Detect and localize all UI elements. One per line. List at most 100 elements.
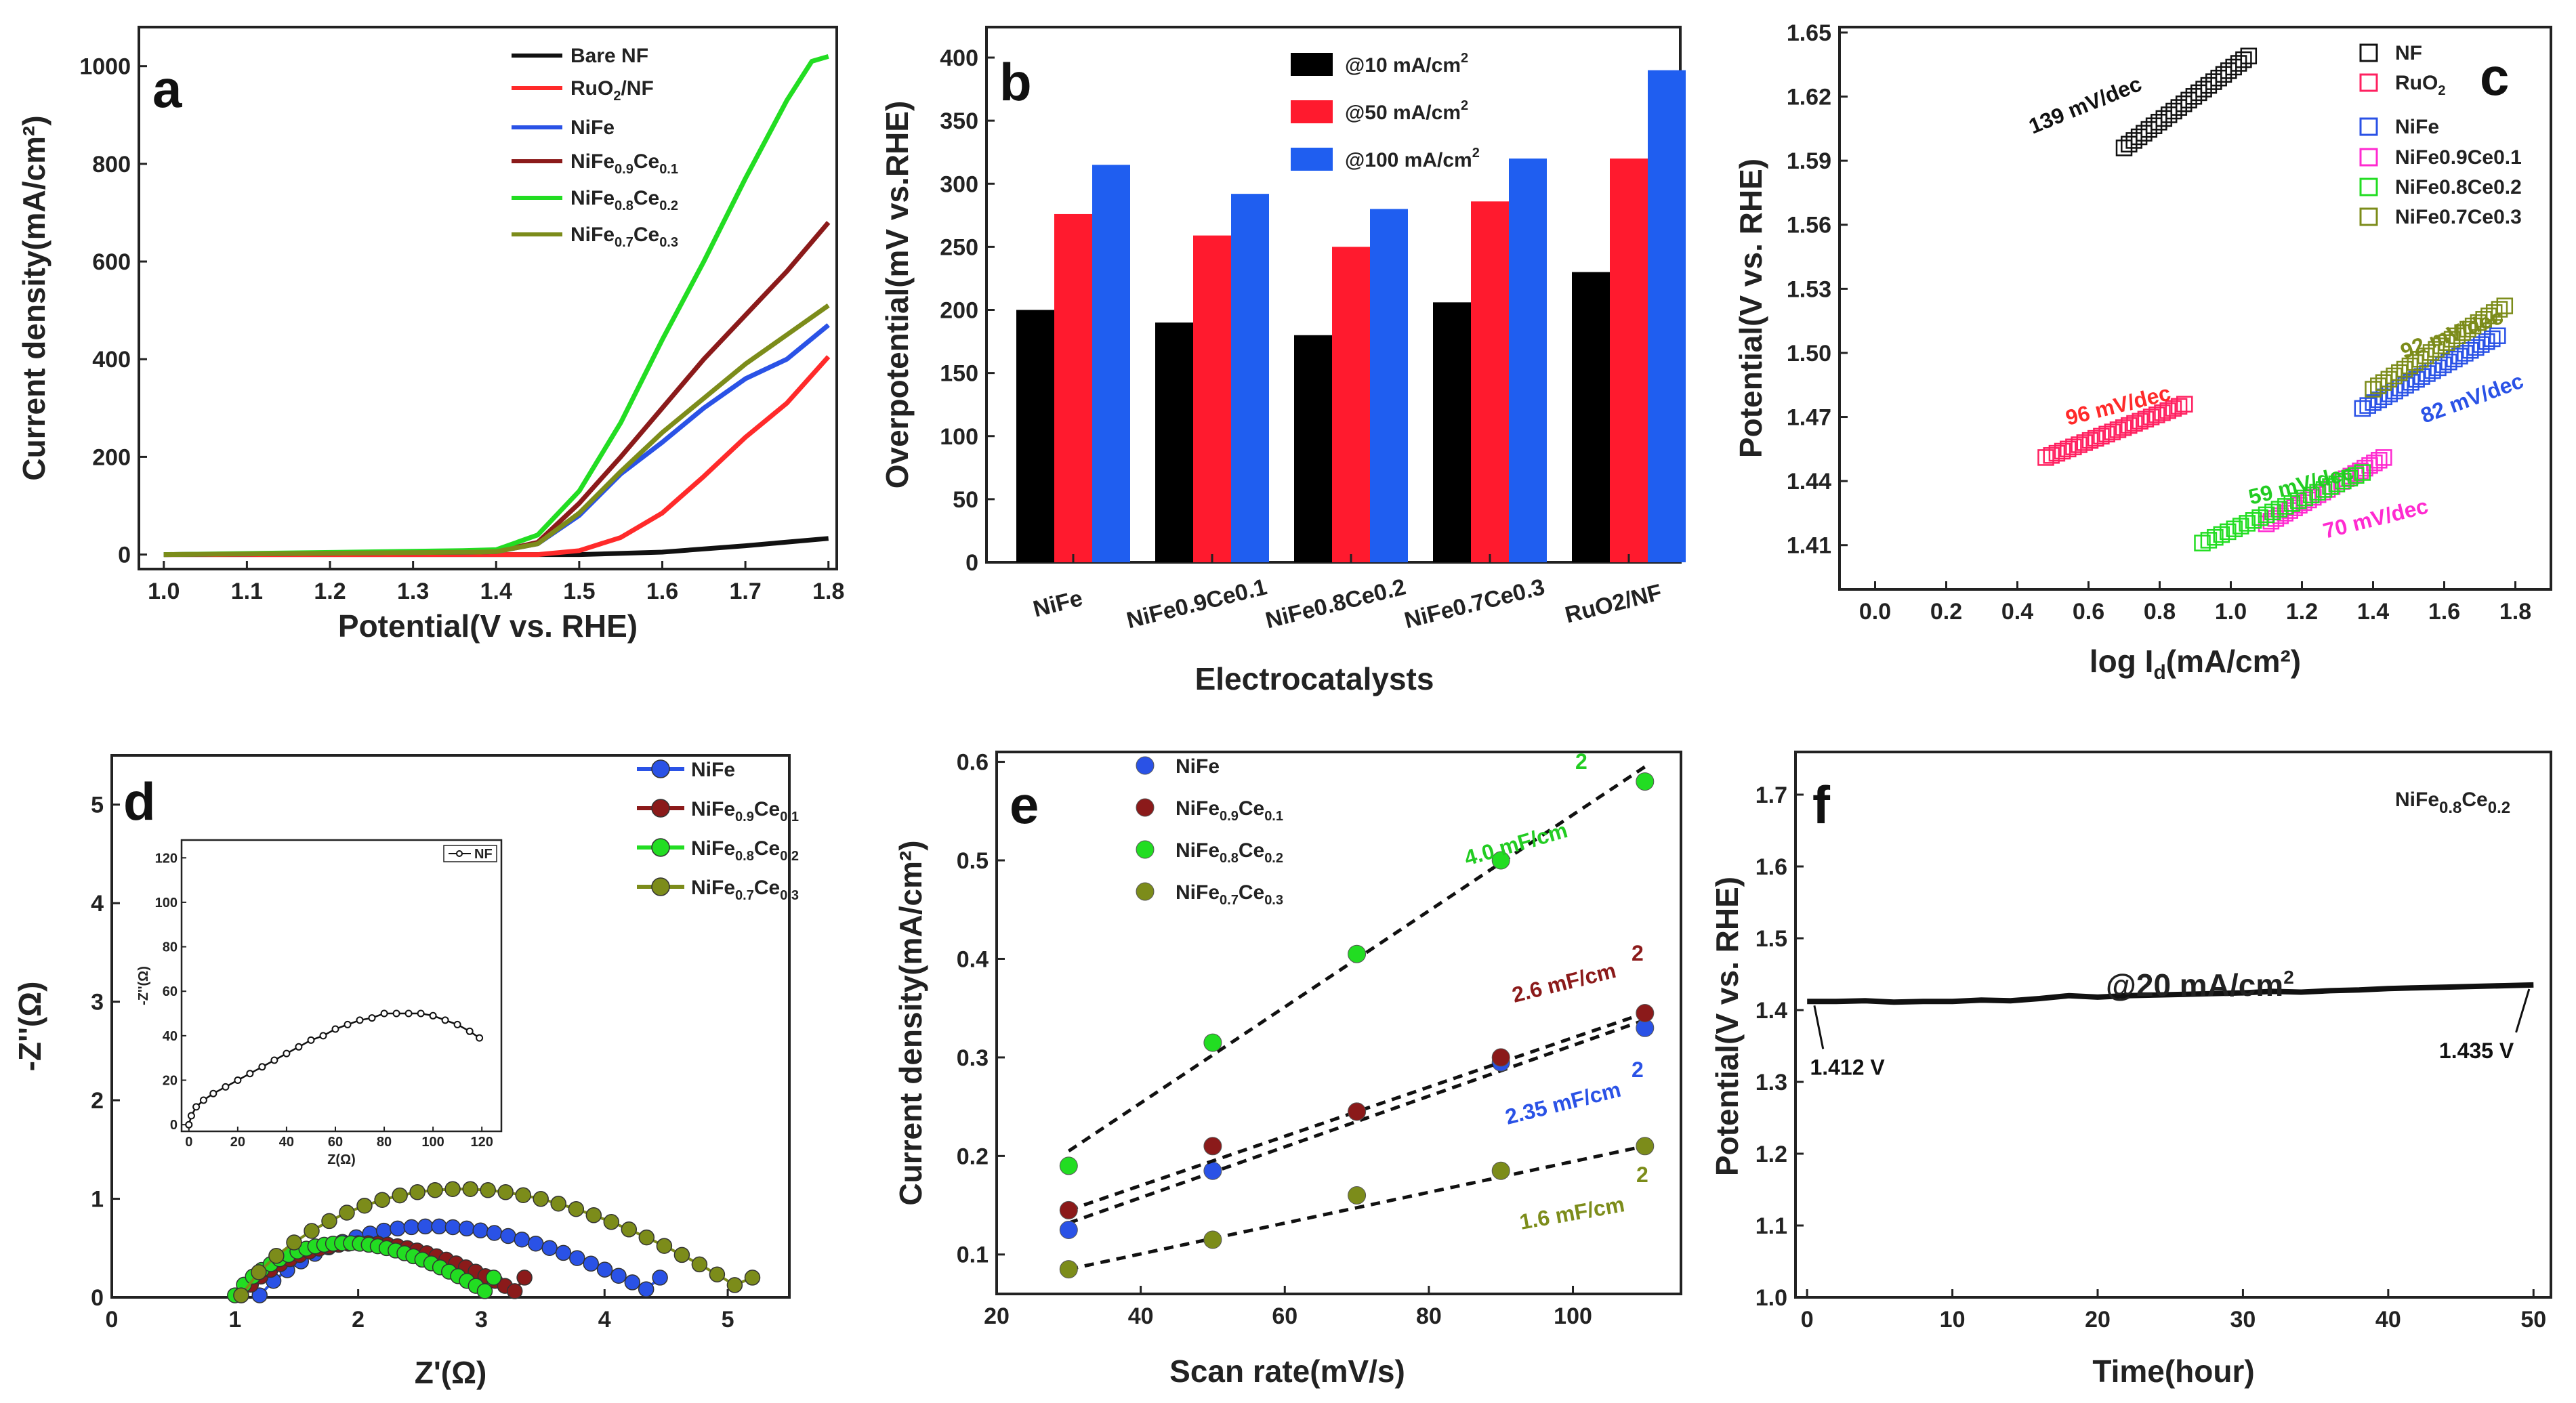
data-point-nife0-8ce0-2 xyxy=(2354,464,2371,481)
y-tick-label: 350 xyxy=(940,108,978,134)
inset-legend-marker xyxy=(456,850,463,857)
y-tick-label: 0.2 xyxy=(957,1144,989,1169)
legend-label-0: NiFe xyxy=(691,759,735,781)
data-point-nife0-8ce0-2 xyxy=(2335,472,2352,490)
annotation-capacitance-exponent-0: 2 xyxy=(1575,749,1587,774)
inset-data-point xyxy=(356,1016,364,1024)
legend-marker-ruo2 xyxy=(2359,73,2378,92)
data-point-nife xyxy=(390,1220,406,1237)
inset-x-tick-label: 40 xyxy=(279,1135,294,1150)
legend-marker-nife09 xyxy=(2359,148,2378,167)
y-tick-label: 3 xyxy=(91,990,104,1015)
inset-data-point xyxy=(283,1049,291,1058)
x-tick-label: 1.6 xyxy=(646,579,678,604)
data-point-nife xyxy=(652,1270,668,1286)
bar-nife-10-ma-cm xyxy=(1016,310,1054,562)
inset-x-tick-label: 80 xyxy=(377,1135,392,1150)
x-tick-label: 1.0 xyxy=(148,579,180,604)
bar-ruo2-nf-50-ma-cm xyxy=(1610,159,1648,562)
data-point-nife0-7ce0-3 xyxy=(427,1181,443,1198)
y-tick-label: 400 xyxy=(940,45,978,71)
panel-b-xlabel: Electrocatalysts xyxy=(1195,661,1434,696)
x-tick-label: 1.6 xyxy=(2428,599,2460,625)
data-point-nife0-8ce0-2 xyxy=(2200,532,2218,549)
data-point-nife0-9ce0-1 xyxy=(1348,1102,1367,1121)
data-point-ruo2 xyxy=(2132,413,2148,430)
data-point-nife xyxy=(527,1235,544,1252)
data-point-nife0-8ce0-2 xyxy=(2264,503,2281,521)
data-point-nife xyxy=(251,1287,268,1303)
panel-b-label: b xyxy=(999,52,1032,112)
data-point-nife0-8ce0-2 xyxy=(485,1270,502,1286)
data-point-nife0-7ce0-3 xyxy=(726,1277,743,1293)
legend-label-100: @100 mA/cm2 xyxy=(1345,146,1480,171)
y-tick-label: 50 xyxy=(953,487,978,513)
y-tick-label: 200 xyxy=(940,298,978,324)
data-point-nife0-9ce0-1 xyxy=(506,1283,523,1299)
bar-nife0-7ce0-3-10-ma-cm xyxy=(1433,302,1471,562)
legend-marker-3 xyxy=(1136,882,1155,901)
inset-x-tick-label: 100 xyxy=(421,1135,444,1150)
panel-e-frame xyxy=(995,751,1682,1295)
data-point-nife0-9ce0-1 xyxy=(1491,1048,1510,1067)
data-point-ruo2 xyxy=(2165,400,2182,417)
x-tick-label: 40 xyxy=(1128,1303,1154,1329)
arrow-end xyxy=(2515,988,2531,1033)
inset-data-point xyxy=(192,1103,201,1111)
data-point-ruo2 xyxy=(2076,434,2094,451)
inset-data-point xyxy=(199,1096,207,1104)
data-point-nife0-7ce0-3 xyxy=(374,1192,390,1208)
data-point-nife xyxy=(2403,374,2419,391)
data-point-ruo2 xyxy=(2065,438,2082,455)
annotation-capacitance-exponent-3: 2 xyxy=(1636,1163,1648,1187)
data-point-nife0-9ce0-1 xyxy=(2366,455,2383,472)
legend-label-2: NiFe0.8Ce0.2 xyxy=(1176,839,1283,866)
data-point-nf xyxy=(2235,51,2252,68)
data-point-nife xyxy=(596,1261,613,1278)
data-point-nife xyxy=(459,1220,475,1237)
data-point-nife0-8ce0-2 xyxy=(2270,501,2288,518)
data-point-nife0-7ce0-3 xyxy=(268,1248,285,1264)
data-point-ruo2 xyxy=(2054,442,2071,460)
inset-y-tick-label: 60 xyxy=(163,984,178,999)
panel-a: 1.0 1.1 1.2 1.3 1.4 1.5 1.6 1.7 1.8 0 200 400 600 800… xyxy=(16,26,844,644)
x-tick-label: 80 xyxy=(1416,1303,1442,1329)
data-point-nife0-9ce0-1 xyxy=(1636,1004,1655,1022)
panel-f: 0 10 20 30 40 50 1.0 1.1 1.2 1.3 1.4 1.5 1.6 1.7 1.412… xyxy=(1709,751,2552,1389)
panel-c: 0.0 0.2 0.4 0.6 0.8 1.0 1.2 1.4 1.6 1.8 1.41 1.44 1.… xyxy=(1733,20,2552,684)
x-tick-label: 3 xyxy=(475,1307,488,1333)
data-point-nife0-7ce0-3 xyxy=(480,1182,496,1198)
panel-d-ylabel: -Z''(Ω) xyxy=(12,982,47,1072)
data-point-nife0-7ce0-3 xyxy=(1059,1260,1078,1279)
data-point-nife0-7ce0-3 xyxy=(286,1234,302,1251)
legend-marker-0 xyxy=(1136,756,1155,775)
bar-nife0-9ce0-1-100-ma-cm xyxy=(1231,194,1269,562)
inset-data-point xyxy=(380,1009,388,1018)
data-point-nife xyxy=(472,1222,489,1239)
x-tick-label: 1.3 xyxy=(397,579,429,604)
panel-a-frame xyxy=(138,26,838,570)
y-tick-label: 2 xyxy=(91,1088,104,1114)
data-point-nife0-7ce0-3 xyxy=(356,1197,373,1214)
panel-e-ylabel: Current density(mA/cm²) xyxy=(893,840,928,1205)
legend-label-nife08: NiFe0.8Ce0.2 xyxy=(2395,176,2522,198)
y-tick-label: 1.0 xyxy=(1756,1285,1787,1311)
data-point-nife0-7ce0-3 xyxy=(1203,1230,1222,1249)
annotation-end-potential: 1.435 V xyxy=(2439,1039,2514,1063)
data-point-nife xyxy=(555,1244,572,1261)
data-point-nife0-7ce0-3 xyxy=(444,1181,461,1197)
data-point-nife xyxy=(2446,350,2463,368)
inset-ylabel: -Z''(Ω) xyxy=(136,966,151,1005)
data-point-nife0-8ce0-2 xyxy=(1203,1033,1222,1052)
x-tick-label: 0.6 xyxy=(2073,599,2104,625)
legend-marker-0 xyxy=(651,759,670,778)
data-point-nife xyxy=(2365,394,2382,411)
data-point-nife0-8ce0-2 xyxy=(2194,535,2211,551)
panel-f-ylabel: Potential(V vs. RHE) xyxy=(1709,877,1745,1176)
x-tick-label: 0.8 xyxy=(2144,599,2176,625)
data-point-nife0-9ce0-1 xyxy=(1203,1137,1222,1156)
data-point-ruo2 xyxy=(2159,402,2176,419)
legend-marker-nife07 xyxy=(2359,207,2378,226)
